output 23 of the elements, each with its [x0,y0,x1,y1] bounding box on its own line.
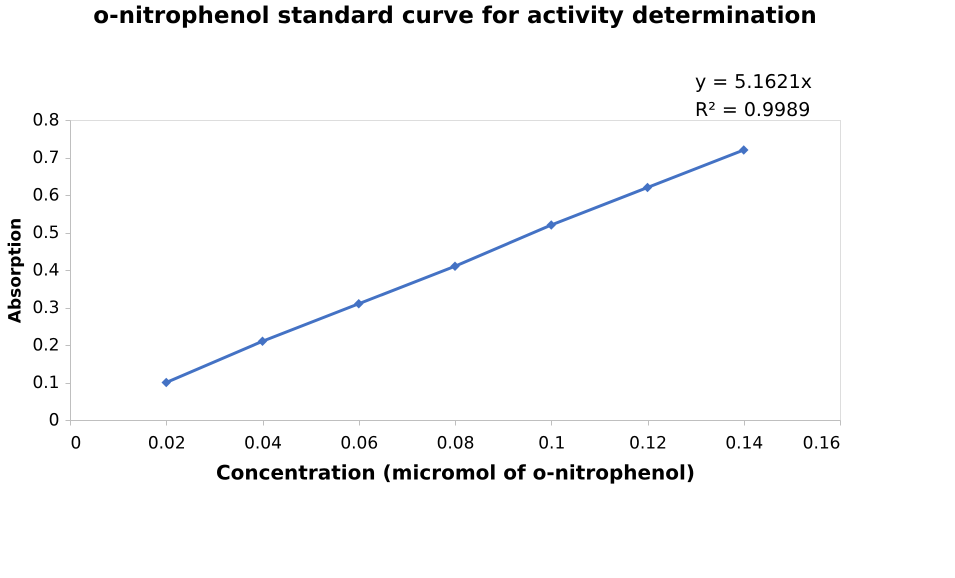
x-tick-label: 0 [70,434,82,454]
x-tick-label: 0.16 [802,434,840,454]
y-tick-label: 0.7 [32,148,60,168]
x-tick-label: 0.14 [725,434,764,454]
y-tick-label: 0.8 [32,110,60,130]
y-tick-label: 0 [48,410,60,430]
y-tick-label: 0.4 [32,260,60,280]
annotation: R² = 0.9989 [695,99,810,121]
x-tick-label: 0.06 [340,434,378,454]
x-tick-label: 0.08 [436,434,474,454]
chart-title: o-nitrophenol standard curve for activity determination [93,3,817,29]
x-tick-label: 0.1 [538,434,566,454]
y-tick-label: 0.2 [32,336,60,356]
x-tick-label: 0.02 [148,434,186,454]
y-tick-label: 0.3 [32,298,60,318]
y-tick-label: 0.1 [32,373,60,393]
y-axis-title: Absorption [5,218,26,324]
text: y = 5.1621x [695,71,812,93]
x-tick-label: 0.04 [244,434,282,454]
y-tick-label: 0.5 [32,223,60,243]
y-tick-label: 0.6 [32,186,60,206]
x-tick-label: 0.12 [629,434,667,454]
x-axis-title: Concentration (micromol of o-nitrophenol) [216,460,696,484]
